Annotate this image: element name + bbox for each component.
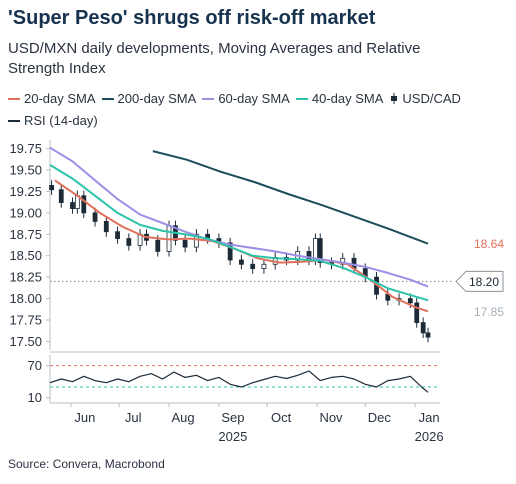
x-tick-label: Oct bbox=[271, 410, 292, 425]
x-tick-label: Jul bbox=[125, 410, 142, 425]
x-year-label: 2025 bbox=[218, 429, 247, 444]
legend-swatch bbox=[8, 97, 20, 100]
candle-body bbox=[239, 259, 244, 265]
x-tick-label: Aug bbox=[171, 410, 194, 425]
y-tick-label: 18.75 bbox=[9, 227, 42, 242]
candle-body bbox=[317, 238, 323, 263]
legend-label: RSI (14-day) bbox=[24, 113, 98, 128]
x-tick-label: Nov bbox=[319, 410, 343, 425]
legend-swatch bbox=[101, 97, 114, 100]
legend-item: RSI (14-day) bbox=[8, 110, 98, 132]
legend-swatch bbox=[202, 97, 215, 100]
y-tick-label: 19.50 bbox=[9, 163, 42, 178]
chart-source: Source: Convera, Macrobond bbox=[8, 457, 165, 471]
candle-body bbox=[261, 263, 267, 269]
candle-body bbox=[70, 202, 75, 209]
candle-body bbox=[155, 239, 161, 252]
x-tick-label: Jan bbox=[419, 410, 440, 425]
x-tick-label: Dec bbox=[368, 410, 392, 425]
legend-label: 40-day SMA bbox=[311, 91, 384, 106]
y-tick-label: 19.75 bbox=[9, 141, 42, 156]
candle-body bbox=[306, 251, 312, 261]
candle-body bbox=[420, 322, 426, 334]
y-tick-label: 18.00 bbox=[9, 291, 42, 306]
candle-body bbox=[250, 263, 256, 269]
candle-body bbox=[115, 231, 120, 239]
x-year-label: 2026 bbox=[415, 429, 444, 444]
chart-title: 'Super Peso' shrugs off risk-off market bbox=[8, 7, 376, 29]
candle-body bbox=[182, 239, 188, 248]
y-tick-label: 18.25 bbox=[9, 270, 42, 285]
x-tick-label: Sep bbox=[221, 410, 244, 425]
legend-label: 20-day SMA bbox=[24, 91, 96, 106]
y-tick-label: 17.50 bbox=[9, 334, 42, 349]
callout-label: 18.64 bbox=[474, 237, 504, 251]
legend-label: 200-day SMA bbox=[117, 91, 197, 106]
candle-body bbox=[414, 302, 420, 323]
y-tick-label: 19.00 bbox=[9, 205, 42, 220]
candle-body bbox=[227, 242, 233, 261]
candle-body bbox=[425, 332, 431, 338]
current-value-label: 18.20 bbox=[469, 275, 499, 289]
legend-label: 60-day SMA bbox=[218, 91, 290, 106]
candle-body bbox=[407, 298, 413, 304]
candle-body bbox=[92, 212, 98, 222]
60-day-sma-line bbox=[49, 146, 429, 288]
legend-item: 20-day SMA bbox=[8, 88, 96, 110]
candle-body bbox=[126, 238, 132, 246]
chart-subtitle: USD/MXN daily developments, Moving Avera… bbox=[8, 40, 421, 77]
candle-body bbox=[49, 185, 55, 191]
legend-item: 60-day SMA bbox=[202, 88, 290, 110]
legend-swatch bbox=[8, 119, 20, 122]
rsi-y-tick-label: 10 bbox=[28, 390, 42, 405]
y-tick-label: 18.50 bbox=[9, 248, 42, 263]
legend-label: USD/CAD bbox=[402, 91, 461, 106]
legend-swatch bbox=[295, 97, 308, 100]
candle-body bbox=[103, 221, 109, 233]
callout-label: 17.85 bbox=[474, 305, 504, 319]
current-value-marker bbox=[455, 270, 504, 292]
40-day-sma-line bbox=[49, 164, 429, 302]
candle-body bbox=[81, 195, 87, 214]
candle-body bbox=[58, 189, 64, 203]
legend-item: USD/CAD bbox=[389, 88, 461, 110]
legend-item: 200-day SMA bbox=[101, 88, 197, 110]
y-tick-label: 17.75 bbox=[9, 313, 42, 328]
candle-body bbox=[193, 233, 199, 248]
chart-legend: 20-day SMA 200-day SMA 60-day SMA 40-day SM… bbox=[8, 88, 508, 132]
y-tick-label: 19.25 bbox=[9, 184, 42, 199]
rsi-y-tick-label: 70 bbox=[28, 358, 42, 373]
x-tick-label: Jun bbox=[74, 410, 95, 425]
candle-body bbox=[313, 238, 318, 261]
rsi-line bbox=[49, 370, 429, 393]
legend-item: 40-day SMA bbox=[295, 88, 384, 110]
candlestick-icon bbox=[391, 93, 398, 105]
200-day-sma-line bbox=[152, 150, 429, 245]
